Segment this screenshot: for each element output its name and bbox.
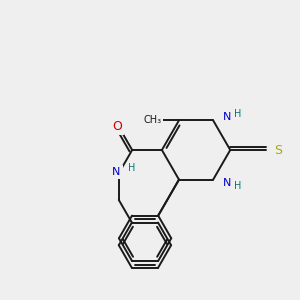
Text: CH₃: CH₃ [143,116,161,125]
Text: H: H [128,163,135,173]
Text: H: H [234,110,241,119]
Text: N: N [223,112,231,122]
Text: O: O [112,120,122,133]
Text: H: H [234,181,241,191]
Text: N: N [223,178,231,188]
Text: N: N [112,167,121,177]
Text: S: S [274,143,282,157]
